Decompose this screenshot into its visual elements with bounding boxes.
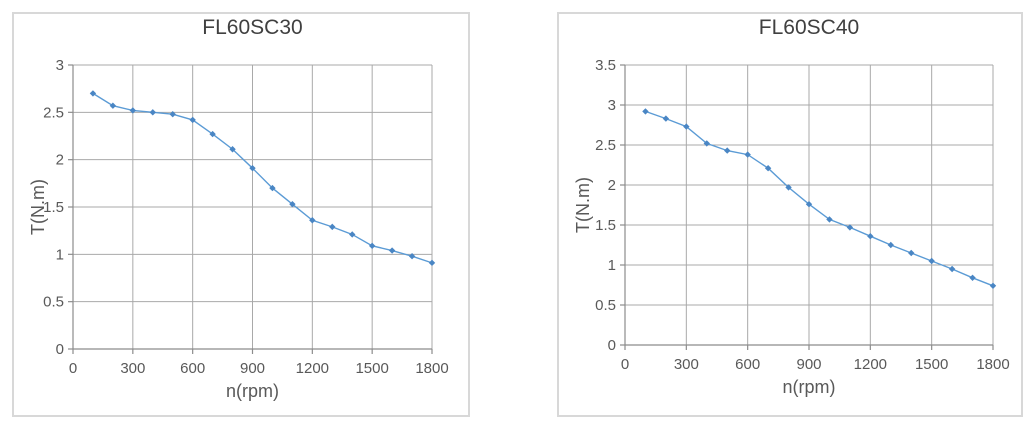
y-tick-label: 2.5 bbox=[595, 137, 616, 154]
x-tick-label: 900 bbox=[796, 356, 821, 373]
data-point-marker bbox=[388, 247, 396, 254]
y-tick-label: 3 bbox=[608, 97, 616, 114]
y-tick-label: 1.5 bbox=[43, 199, 64, 216]
data-point-marker bbox=[169, 111, 176, 118]
x-tick-label: 600 bbox=[180, 360, 205, 377]
data-points bbox=[89, 90, 436, 267]
data-point-marker bbox=[368, 242, 376, 250]
chart-svg: 0 300 600 900 1200 1500 1800 0 0.5 1 1.5 2 2.5 3 3.5 n(… bbox=[573, 16, 1010, 397]
data-point-marker bbox=[349, 231, 356, 238]
data-point-marker bbox=[887, 241, 894, 249]
chart-fl60sc30: 0 300 600 900 1200 1500 1800 0 0.5 1 1.5 2 2.5 3 n(rpm… bbox=[14, 14, 468, 415]
data-point-marker bbox=[89, 90, 97, 97]
data-point-marker bbox=[826, 216, 833, 223]
data-point-marker bbox=[724, 147, 731, 154]
y-tick-label: 0 bbox=[608, 337, 616, 354]
chart-fl60sc40: 0 300 600 900 1200 1500 1800 0 0.5 1 1.5 2 2.5 3 3.5 n(… bbox=[559, 14, 1021, 415]
x-axis-label: n(rpm) bbox=[783, 377, 836, 397]
data-point-marker bbox=[928, 257, 935, 265]
x-tick-label: 1800 bbox=[415, 360, 448, 377]
y-tick-label: 0.5 bbox=[43, 294, 64, 311]
data-point-marker bbox=[989, 282, 997, 289]
axes bbox=[68, 64, 433, 354]
series-line bbox=[645, 110, 994, 287]
y-tick-label: 1 bbox=[608, 257, 616, 274]
data-point-marker bbox=[329, 223, 336, 231]
x-tick-label: 1500 bbox=[355, 360, 388, 377]
axes bbox=[620, 64, 994, 350]
data-point-marker bbox=[948, 265, 956, 273]
data-point-marker bbox=[846, 224, 854, 231]
y-tick-label: 2 bbox=[56, 152, 64, 169]
x-tick-label: 1200 bbox=[296, 360, 329, 377]
chart-card-fl60sc40: 0 300 600 900 1200 1500 1800 0 0.5 1 1.5 2 2.5 3 3.5 n(… bbox=[557, 12, 1023, 417]
data-point-marker bbox=[189, 116, 196, 124]
chart-svg: 0 300 600 900 1200 1500 1800 0 0.5 1 1.5 2 2.5 3 n(rpm… bbox=[28, 16, 449, 401]
chart-title: FL60SC30 bbox=[202, 16, 302, 39]
data-point-marker bbox=[309, 217, 316, 224]
y-tick-label: 2 bbox=[608, 177, 616, 194]
data-point-marker bbox=[642, 108, 649, 115]
data-points bbox=[642, 108, 997, 289]
data-point-marker bbox=[428, 259, 436, 267]
data-point-marker bbox=[867, 233, 874, 240]
data-point-marker bbox=[969, 274, 976, 281]
y-tick-label: 1 bbox=[56, 246, 64, 263]
x-axis-label: n(rpm) bbox=[226, 381, 279, 401]
x-tick-label: 300 bbox=[674, 356, 699, 373]
data-point-marker bbox=[289, 200, 296, 208]
y-axis-label: T(N.m) bbox=[28, 179, 48, 235]
data-point-marker bbox=[408, 253, 416, 260]
x-tick-label: 1200 bbox=[854, 356, 887, 373]
y-tick-label: 1.5 bbox=[595, 217, 616, 234]
chart-title: FL60SC40 bbox=[759, 16, 859, 39]
gridlines bbox=[73, 64, 433, 349]
data-point-marker bbox=[149, 109, 156, 116]
data-point-marker bbox=[805, 201, 813, 208]
data-point-marker bbox=[269, 184, 276, 192]
series-line bbox=[92, 92, 433, 264]
x-tick-label: 1500 bbox=[915, 356, 948, 373]
y-axis-label: T(N.m) bbox=[573, 177, 593, 233]
gridlines bbox=[625, 64, 994, 345]
x-tick-label: 0 bbox=[621, 356, 629, 373]
y-tick-label: 3 bbox=[56, 57, 64, 74]
data-point-marker bbox=[662, 115, 670, 122]
x-tick-label: 0 bbox=[69, 360, 77, 377]
y-tick-label: 0.5 bbox=[595, 297, 616, 314]
data-point-marker bbox=[129, 107, 137, 114]
x-tick-label: 900 bbox=[240, 360, 265, 377]
data-point-marker bbox=[209, 130, 216, 138]
x-tick-label: 300 bbox=[120, 360, 145, 377]
data-point-marker bbox=[908, 249, 915, 257]
y-tick-label: 0 bbox=[56, 341, 64, 358]
y-tick-label: 2.5 bbox=[43, 104, 64, 121]
data-point-marker bbox=[229, 146, 236, 153]
x-tick-label: 1800 bbox=[976, 356, 1009, 373]
data-point-marker bbox=[249, 164, 256, 172]
y-tick-label: 3.5 bbox=[595, 57, 616, 74]
x-tick-label: 600 bbox=[735, 356, 760, 373]
data-point-marker bbox=[109, 102, 117, 109]
chart-card-fl60sc30: 0 300 600 900 1200 1500 1800 0 0.5 1 1.5 2 2.5 3 n(rpm… bbox=[12, 12, 470, 417]
data-point-marker bbox=[764, 165, 772, 172]
